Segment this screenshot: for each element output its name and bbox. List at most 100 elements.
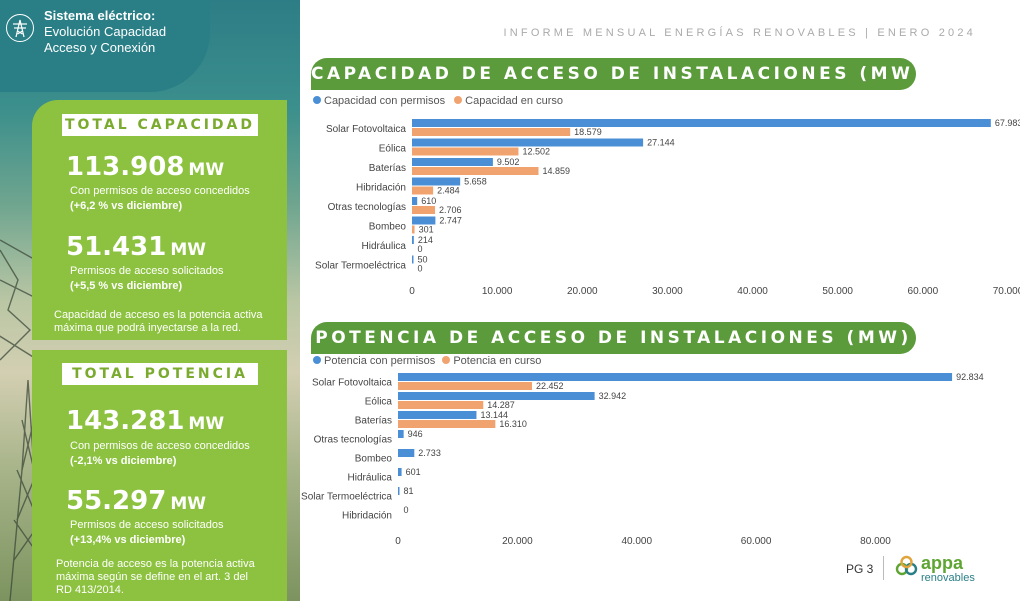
capacidad-note-line-1: Capacidad de acceso es la potencia activ… [54, 309, 263, 321]
chart-2-legend: Potencia con permisos Potencia en curso [313, 355, 541, 367]
data-label: 18.579 [574, 127, 602, 137]
category-label: Hidráulica [348, 473, 393, 484]
bar-permisos [412, 255, 414, 264]
data-label: 32.942 [599, 391, 627, 401]
potencia-permisos-desc: Con permisos de acceso concedidos [70, 440, 250, 452]
potencia-permisos-value: 143.281 MW [66, 406, 224, 439]
data-label: 2.733 [418, 448, 441, 458]
x-tick-label: 50.000 [822, 286, 853, 297]
potencia-solicitados-number: 55.297 [66, 486, 167, 516]
category-label: Eólica [379, 143, 407, 154]
category-label: Solar Termoeléctrica [301, 492, 392, 503]
potencia-solicitados-change: (+13,4% vs diciembre) [70, 534, 186, 546]
legend-dot-orange [442, 356, 451, 364]
potencia-note-line-3: RD 413/2014. [56, 584, 124, 596]
bar-en-curso [412, 206, 436, 214]
x-tick-label: 20.000 [502, 536, 533, 547]
x-tick-label: 30.000 [652, 286, 683, 297]
potencia-permisos-number: 143.281 [66, 406, 185, 436]
capacidad-permisos-number: 113.908 [66, 152, 185, 182]
x-tick-label: 0 [395, 536, 401, 547]
data-label: 50 [418, 255, 428, 265]
potencia-note-line-2: máxima según se define en el art. 3 del [56, 571, 249, 583]
bar-en-curso [412, 186, 434, 195]
x-tick-label: 10.000 [482, 286, 513, 297]
data-label: 16.310 [499, 419, 527, 429]
data-label: 601 [406, 467, 421, 477]
bar-permisos [398, 411, 477, 419]
appa-logo-text: appa [921, 553, 964, 573]
appa-logo-icon [895, 555, 918, 576]
category-label: Solar Termoeléctrica [315, 260, 406, 271]
page-number: PG 3 [846, 562, 874, 576]
bar-permisos [412, 197, 418, 205]
category-label: Solar Fotovoltaica [326, 124, 406, 135]
chart-1-title: CAPACIDAD DE ACCESO DE INSTALACIONES (MW… [311, 58, 921, 90]
bar-permisos [398, 449, 415, 457]
capacidad-solicitados-change: (+5,5 % vs diciembre) [70, 280, 183, 292]
data-label: 5.658 [464, 177, 487, 187]
data-label: 9.502 [497, 157, 520, 167]
bar-permisos [412, 177, 461, 186]
appa-logo-subtext: renovables [921, 572, 975, 584]
data-label: 610 [421, 196, 436, 206]
category-label: Solar Fotovoltaica [312, 378, 392, 389]
capacidad-permisos-value: 113.908 MW [66, 152, 224, 185]
bar-permisos [398, 487, 400, 495]
chart-2-legend-series-2: Potencia en curso [453, 355, 542, 367]
bar-permisos [398, 373, 953, 381]
total-potencia-panel: TOTAL POTENCIA 143.281 MW Con permisos de… [32, 350, 287, 601]
data-label: 22.452 [536, 381, 564, 391]
capacidad-solicitados-value: 51.431 MW [66, 232, 206, 265]
chart-1-legend-series-2: Capacidad en curso [465, 95, 563, 107]
chart-2-legend-series-1: Potencia con permisos [324, 355, 436, 367]
x-tick-label: 80.000 [860, 536, 891, 547]
x-tick-label: 60.000 [741, 536, 772, 547]
legend-dot-blue [313, 96, 321, 104]
data-label: 13.144 [480, 410, 508, 420]
bar-en-curso [398, 382, 533, 390]
x-tick-label: 20.000 [567, 286, 598, 297]
x-tick-label: 40.000 [737, 286, 768, 297]
data-label: 2.747 [439, 216, 462, 226]
bar-en-curso [398, 401, 484, 409]
data-label: 14.859 [543, 166, 571, 176]
bar-en-curso [398, 420, 496, 428]
capacidad-solicitados-unit: MW [170, 240, 207, 260]
capacidad-permisos-unit: MW [188, 160, 225, 180]
data-label: 2.484 [437, 186, 460, 196]
category-label: Bombeo [355, 454, 393, 465]
total-capacidad-title: TOTAL CAPACIDAD [62, 114, 258, 136]
data-label: 67.983 [995, 118, 1020, 128]
category-label: Baterías [355, 416, 392, 427]
legend-dot-blue [313, 356, 321, 364]
category-label: Hibridación [342, 511, 392, 522]
capacidad-permisos-desc: Con permisos de acceso concedidos [70, 185, 250, 197]
bar-permisos [412, 138, 644, 147]
data-label: 92.834 [956, 372, 984, 382]
sidebar-title-line-1: Sistema eléctrico: [44, 8, 156, 23]
category-label: Baterías [369, 163, 406, 174]
data-label: 2.706 [439, 205, 462, 215]
data-label: 81 [404, 486, 414, 496]
total-potencia-title: TOTAL POTENCIA [62, 363, 258, 385]
sidebar-header-block [0, 0, 210, 92]
bar-permisos [398, 468, 402, 476]
category-label: Bombeo [369, 221, 407, 232]
potencia-solicitados-value: 55.297 MW [66, 486, 206, 519]
capacidad-solicitados-number: 51.431 [66, 232, 167, 262]
report-header: INFORME MENSUAL ENERGÍAS RENOVABLES | EN… [503, 27, 976, 39]
category-label: Hibridación [356, 182, 406, 193]
data-label: 14.287 [487, 400, 515, 410]
bar-en-curso [412, 225, 415, 234]
data-label: 301 [419, 225, 434, 235]
x-tick-label: 40.000 [621, 536, 652, 547]
data-label: 0 [418, 264, 423, 274]
potencia-solicitados-desc: Permisos de acceso solicitados [70, 519, 224, 531]
chart-1-legend: Capacidad con permisos Capacidad en curs… [313, 95, 563, 107]
potencia-permisos-unit: MW [188, 414, 225, 434]
bar-permisos [412, 236, 414, 244]
legend-dot-orange [454, 96, 463, 104]
x-tick-label: 70.000 [993, 286, 1020, 297]
bar-permisos [412, 158, 493, 166]
